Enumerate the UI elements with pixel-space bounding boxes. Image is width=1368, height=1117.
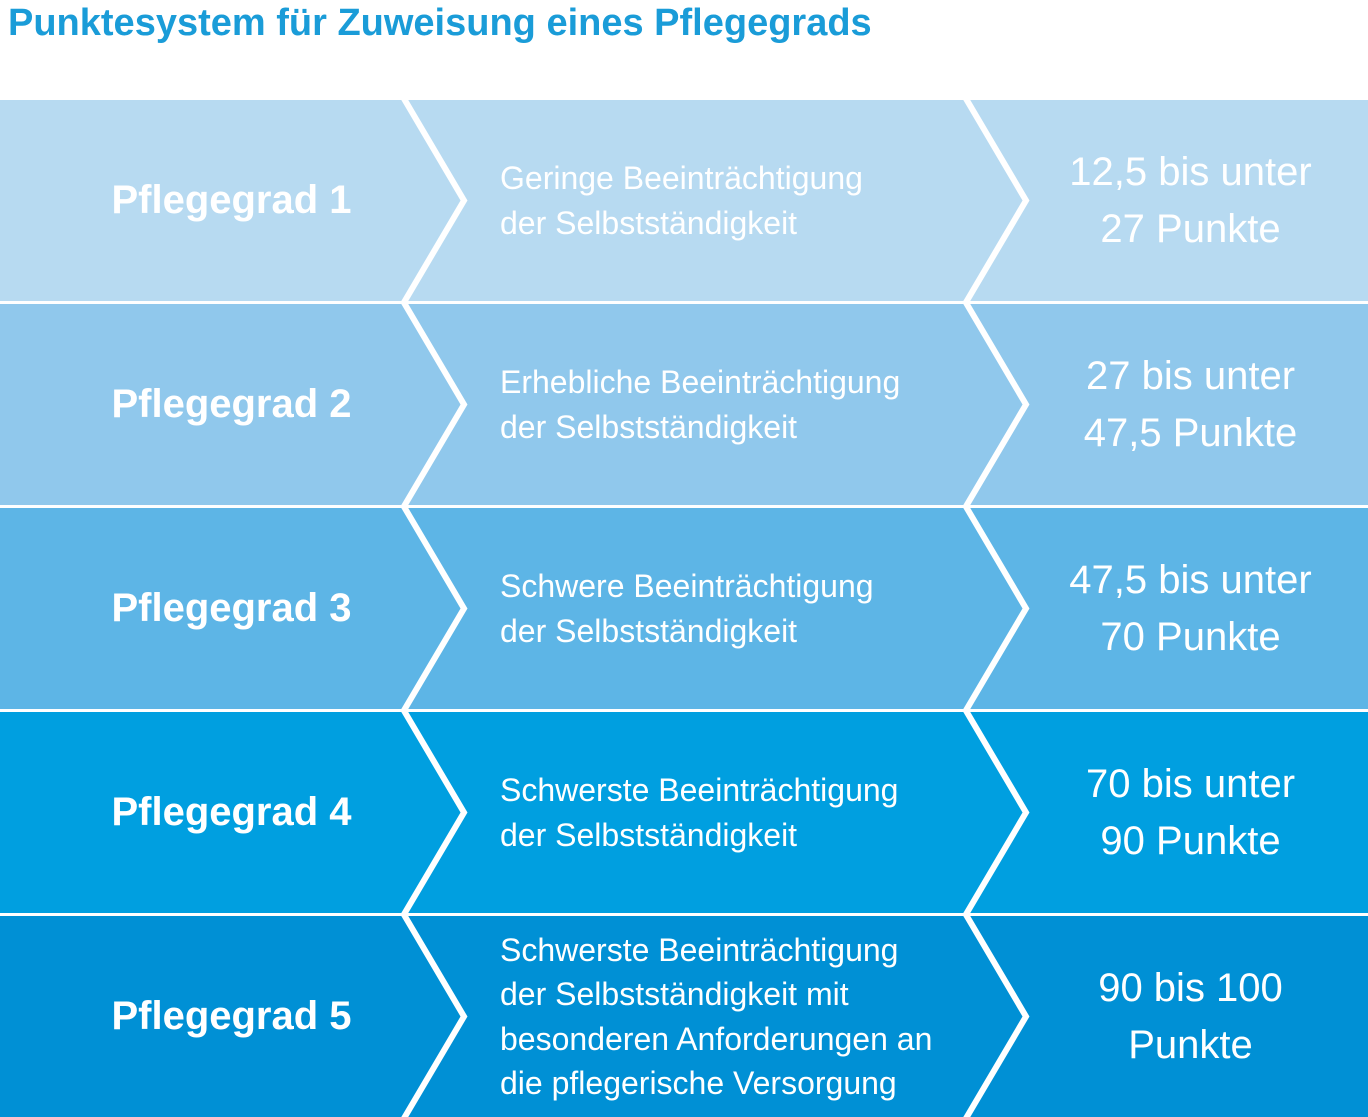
grade-label: Pflegegrad 2 — [111, 382, 352, 426]
pflegegrad-row: Pflegegrad 5 Schwerste Beeinträchtigung … — [0, 916, 1368, 1117]
pflegegrad-row: Pflegegrad 4 Schwerste Beeinträchtigung … — [0, 712, 1368, 913]
points-range: 90 bis 100 Punkte — [1098, 965, 1283, 1067]
pflegegrad-table: Pflegegrad 1 Geringe Beeinträchtigung de… — [0, 100, 1368, 1117]
page-title: Punktesystem für Zuweisung eines Pflegeg… — [8, 2, 872, 44]
chevron-right-icon — [963, 304, 1030, 505]
points-range: 47,5 bis unter 70 Punkte — [1069, 557, 1312, 659]
impairment-description: Schwerste Beeinträchtigung der Selbststä… — [500, 932, 933, 1101]
pflegegrad-row: Pflegegrad 2 Erhebliche Beeinträchtigung… — [0, 304, 1368, 505]
impairment-description: Schwere Beeinträchtigung der Selbstständ… — [500, 568, 874, 649]
impairment-description: Schwerste Beeinträchtigung der Selbststä… — [500, 772, 899, 853]
chevron-right-icon — [963, 916, 1030, 1117]
chevron-right-icon — [963, 508, 1030, 709]
grade-label: Pflegegrad 3 — [111, 586, 352, 630]
pflegegrad-row: Pflegegrad 1 Geringe Beeinträchtigung de… — [0, 100, 1368, 301]
impairment-description: Geringe Beeinträchtigung der Selbstständ… — [500, 160, 863, 241]
chevron-right-icon — [963, 100, 1030, 301]
points-range: 70 bis unter 90 Punkte — [1085, 761, 1296, 863]
grade-label: Pflegegrad 1 — [111, 178, 352, 222]
chevron-right-icon — [963, 712, 1030, 913]
points-range: 27 bis unter 47,5 Punkte — [1083, 353, 1298, 455]
grade-label: Pflegegrad 4 — [111, 790, 352, 834]
impairment-description: Erhebliche Beeinträchtigung der Selbstst… — [500, 364, 901, 445]
grade-label: Pflegegrad 5 — [111, 994, 352, 1038]
points-range: 12,5 bis unter 27 Punkte — [1069, 149, 1312, 251]
pflegegrad-row: Pflegegrad 3 Schwere Beeinträchtigung de… — [0, 508, 1368, 709]
